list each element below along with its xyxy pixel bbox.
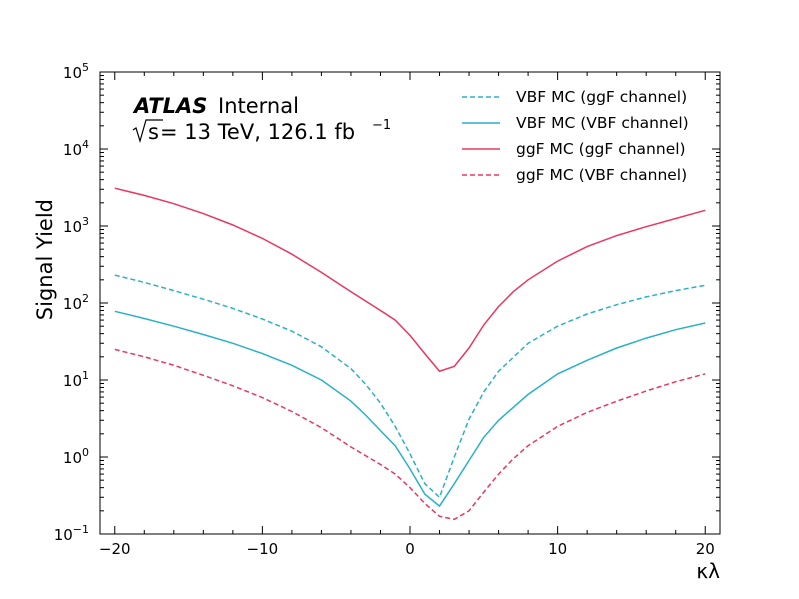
- x-tick-label: −20: [99, 540, 131, 558]
- y-tick-label: 103: [63, 215, 89, 236]
- x-tick-label: 0: [405, 540, 415, 558]
- y-tick-label: 100: [63, 446, 89, 467]
- y-tick-label: 10−1: [54, 523, 89, 544]
- energy-lumi-label: s = 13 TeV, 126.1 fb −1: [132, 118, 391, 144]
- series-line-1: [114, 274, 706, 499]
- lumi-exponent: −1: [372, 118, 391, 133]
- series-line-3: [114, 187, 706, 373]
- sqrt-s: s: [148, 120, 159, 144]
- sqrt-symbol: [132, 119, 163, 144]
- y-axis-title: Signal Yield: [33, 199, 57, 320]
- y-tick-label: 102: [63, 292, 89, 313]
- y-tick-label: 104: [63, 138, 89, 159]
- y-tick-label: 101: [63, 369, 89, 390]
- x-tick-label: −10: [247, 540, 279, 558]
- x-axis-title: κλ: [696, 559, 720, 583]
- legend-label: ggF MC (ggF channel): [516, 140, 686, 158]
- series-line-4: [114, 348, 706, 521]
- atlas-label: ATLAS: [132, 94, 207, 118]
- axis-tick-labels: −20 −10 0 10 20 10−1 100 101 102 103 104 105: [54, 61, 715, 558]
- axis-ticks: [100, 71, 720, 535]
- atlas-status: Internal: [218, 94, 299, 118]
- series-line-2: [114, 310, 706, 508]
- legend-label: ggF MC (VBF channel): [516, 166, 687, 184]
- x-tick-label: 20: [696, 540, 715, 558]
- energy-lumi-text: = 13 TeV, 126.1 fb: [160, 120, 355, 144]
- legend-label: VBF MC (ggF channel): [516, 88, 687, 106]
- x-tick-label: 10: [548, 540, 567, 558]
- legend: VBF MC (ggF channel) VBF MC (VBF channel)…: [462, 88, 689, 184]
- series-layer: [114, 187, 706, 521]
- y-tick-label: 105: [63, 61, 89, 82]
- legend-label: VBF MC (VBF channel): [516, 114, 689, 132]
